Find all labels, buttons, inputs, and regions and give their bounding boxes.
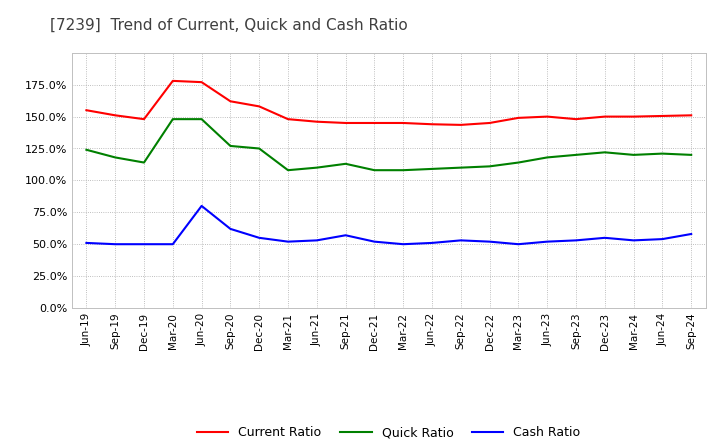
Quick Ratio <box>629 152 638 158</box>
Current Ratio <box>399 120 408 126</box>
Cash Ratio <box>399 242 408 247</box>
Current Ratio <box>197 80 206 85</box>
Quick Ratio <box>456 165 465 170</box>
Current Ratio <box>140 117 148 122</box>
Cash Ratio <box>572 238 580 243</box>
Cash Ratio <box>600 235 609 240</box>
Current Ratio <box>456 122 465 128</box>
Current Ratio <box>572 117 580 122</box>
Cash Ratio <box>284 239 292 244</box>
Cash Ratio <box>514 242 523 247</box>
Cash Ratio <box>687 231 696 237</box>
Current Ratio <box>543 114 552 119</box>
Quick Ratio <box>255 146 264 151</box>
Line: Cash Ratio: Cash Ratio <box>86 206 691 244</box>
Quick Ratio <box>111 155 120 160</box>
Current Ratio <box>370 120 379 126</box>
Quick Ratio <box>82 147 91 152</box>
Current Ratio <box>255 104 264 109</box>
Current Ratio <box>687 113 696 118</box>
Quick Ratio <box>226 143 235 149</box>
Quick Ratio <box>399 168 408 173</box>
Quick Ratio <box>140 160 148 165</box>
Cash Ratio <box>658 236 667 242</box>
Line: Current Ratio: Current Ratio <box>86 81 691 125</box>
Text: [7239]  Trend of Current, Quick and Cash Ratio: [7239] Trend of Current, Quick and Cash … <box>50 18 408 33</box>
Cash Ratio <box>168 242 177 247</box>
Current Ratio <box>629 114 638 119</box>
Quick Ratio <box>600 150 609 155</box>
Quick Ratio <box>543 155 552 160</box>
Current Ratio <box>341 120 350 126</box>
Quick Ratio <box>687 152 696 158</box>
Quick Ratio <box>197 117 206 122</box>
Cash Ratio <box>312 238 321 243</box>
Legend: Current Ratio, Quick Ratio, Cash Ratio: Current Ratio, Quick Ratio, Cash Ratio <box>192 422 585 440</box>
Cash Ratio <box>226 226 235 231</box>
Quick Ratio <box>341 161 350 166</box>
Cash Ratio <box>485 239 494 244</box>
Line: Quick Ratio: Quick Ratio <box>86 119 691 170</box>
Current Ratio <box>312 119 321 125</box>
Cash Ratio <box>140 242 148 247</box>
Quick Ratio <box>428 166 436 172</box>
Quick Ratio <box>312 165 321 170</box>
Cash Ratio <box>428 240 436 246</box>
Current Ratio <box>428 121 436 127</box>
Current Ratio <box>82 107 91 113</box>
Current Ratio <box>485 120 494 126</box>
Quick Ratio <box>572 152 580 158</box>
Cash Ratio <box>82 240 91 246</box>
Cash Ratio <box>629 238 638 243</box>
Quick Ratio <box>168 117 177 122</box>
Cash Ratio <box>111 242 120 247</box>
Quick Ratio <box>284 168 292 173</box>
Quick Ratio <box>485 164 494 169</box>
Cash Ratio <box>197 203 206 209</box>
Cash Ratio <box>543 239 552 244</box>
Quick Ratio <box>370 168 379 173</box>
Quick Ratio <box>658 151 667 156</box>
Cash Ratio <box>456 238 465 243</box>
Current Ratio <box>600 114 609 119</box>
Cash Ratio <box>255 235 264 240</box>
Quick Ratio <box>514 160 523 165</box>
Current Ratio <box>226 99 235 104</box>
Current Ratio <box>168 78 177 84</box>
Cash Ratio <box>370 239 379 244</box>
Current Ratio <box>111 113 120 118</box>
Cash Ratio <box>341 233 350 238</box>
Current Ratio <box>514 115 523 121</box>
Current Ratio <box>284 117 292 122</box>
Current Ratio <box>658 114 667 119</box>
